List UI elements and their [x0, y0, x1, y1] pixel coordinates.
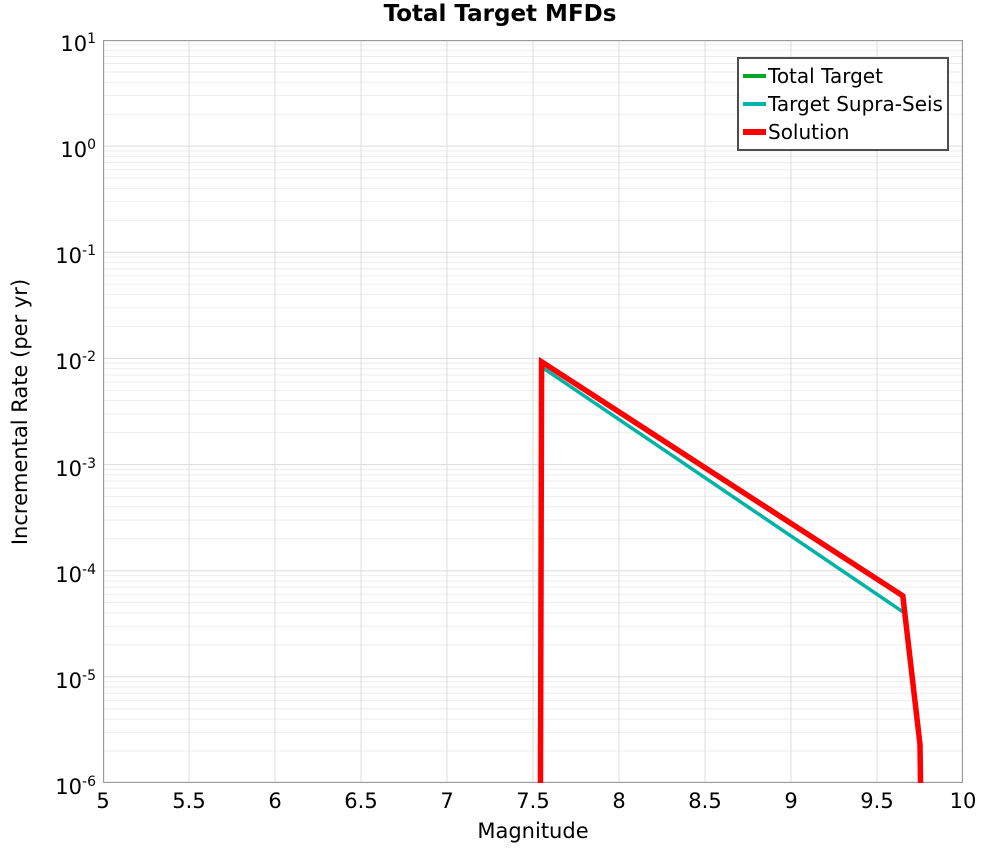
y-tick-label: 100 [60, 137, 96, 163]
x-tick-label: 7 [440, 789, 454, 813]
x-tick-label: 9 [784, 789, 798, 813]
x-tick-label: 6.5 [344, 789, 378, 813]
x-tick-label: 8.5 [688, 789, 722, 813]
x-tick-label: 5.5 [172, 789, 206, 813]
x-axis-label: Magnitude [477, 819, 589, 843]
x-tick-label: 5 [96, 789, 110, 813]
x-tick-label: 10 [949, 789, 977, 813]
legend-item-target-supra-seis: Target Supra-Seis [743, 90, 943, 118]
x-tick-label: 6 [268, 789, 282, 813]
y-tick-label: 101 [60, 31, 96, 56]
y-tick-label: 10-5 [55, 667, 96, 693]
target-supra-seis-line-swatch [743, 102, 766, 106]
x-tick-label: 7.5 [516, 789, 550, 813]
y-tick-label: 10-2 [55, 349, 96, 375]
legend-item-total-target: Total Target [743, 62, 941, 90]
total-target-line-swatch [743, 74, 766, 78]
legend-label: Total Target [768, 64, 883, 88]
x-tick-label: 8 [612, 789, 626, 813]
plot-area [103, 40, 963, 783]
y-tick-label: 10-3 [55, 455, 96, 481]
legend-label: Solution [768, 120, 850, 144]
solution-line-swatch [743, 129, 766, 135]
y-axis-label: Incremental Rate (per yr) [8, 278, 32, 546]
y-tick-label: 10-1 [55, 243, 96, 269]
chart-title: Total Target MFDs [383, 1, 617, 27]
legend-item-solution: Solution [743, 118, 941, 146]
y-tick-label: 10-6 [55, 774, 96, 799]
x-tick-label: 9.5 [860, 789, 894, 813]
legend: Total Target Target Supra-Seis Solution [737, 57, 949, 151]
legend-label: Target Supra-Seis [768, 92, 943, 116]
y-tick-label: 10-4 [55, 561, 96, 587]
